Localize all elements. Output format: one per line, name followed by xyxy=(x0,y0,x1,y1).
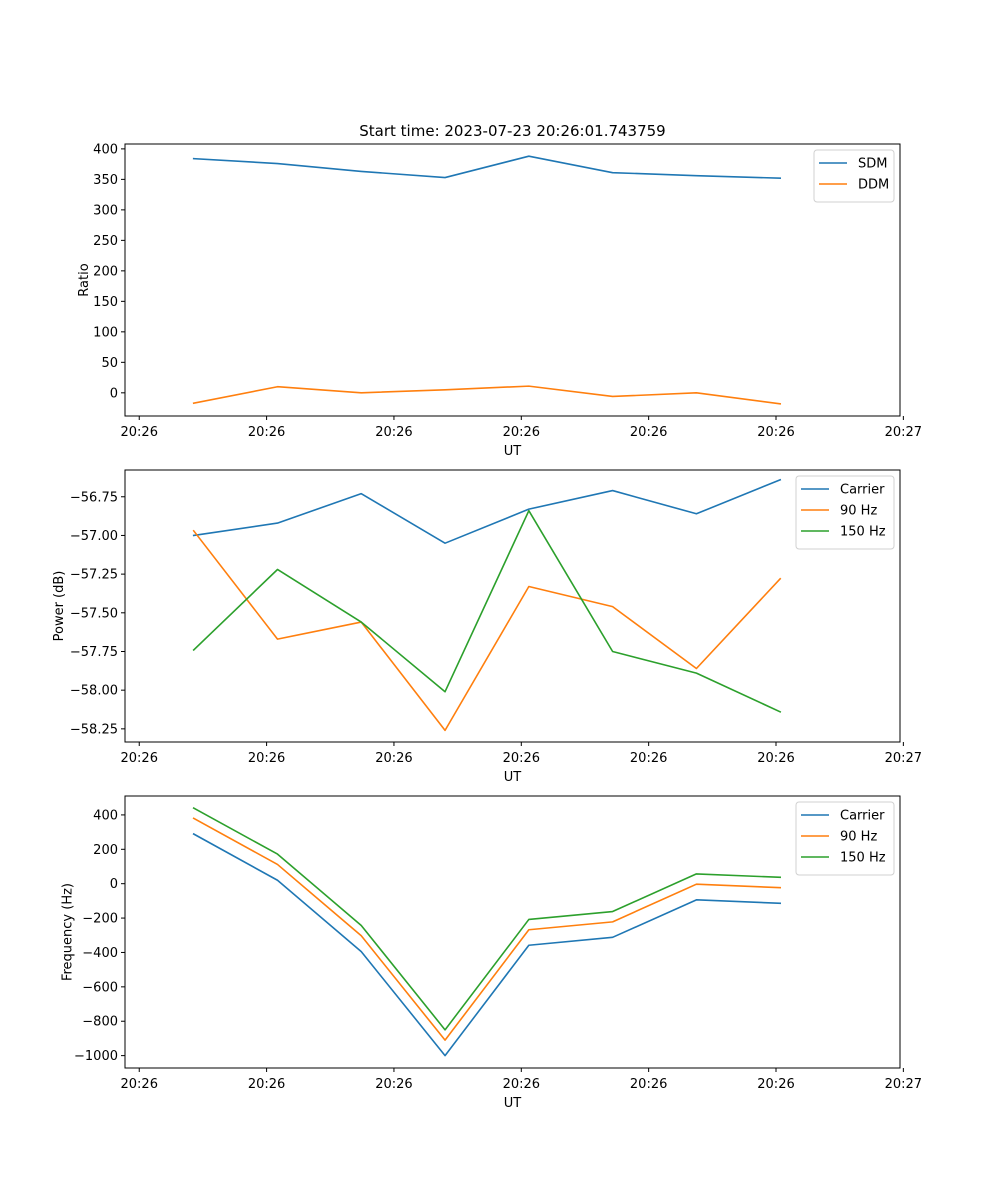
legend: SDM DDM xyxy=(813,149,895,203)
x-tick-label: 20:26 xyxy=(757,751,794,766)
x-tick-label: 20:26 xyxy=(121,425,158,440)
x-tick-label: 20:26 xyxy=(375,751,412,766)
y-tick-label: −600 xyxy=(82,980,118,995)
y-tick-label: −57.00 xyxy=(70,529,118,544)
y-axis-label: Frequency (Hz) xyxy=(61,883,76,981)
series-line-carrier xyxy=(192,478,782,544)
y-tick-label: 0 xyxy=(110,386,118,401)
y-tick-label: −400 xyxy=(82,946,118,961)
y-tick-label: −58.00 xyxy=(70,684,118,699)
series-line-carrier xyxy=(192,832,782,1057)
x-tick-label: 20:26 xyxy=(630,751,667,766)
y-tick-label: 400 xyxy=(93,808,118,823)
x-tick-label: 20:26 xyxy=(757,425,794,440)
y-tick-label: 100 xyxy=(93,325,118,340)
x-tick-label: 20:26 xyxy=(630,1077,667,1092)
axes-frame xyxy=(124,469,901,743)
legend-label-150-hz: 150 Hz xyxy=(840,525,886,540)
y-tick-label: 200 xyxy=(93,264,118,279)
x-tick-label: 20:26 xyxy=(503,751,540,766)
y-tick-label: 50 xyxy=(101,356,118,371)
x-tick-label: 20:26 xyxy=(375,425,412,440)
legend-label-carrier: Carrier xyxy=(840,809,885,824)
legend-label-carrier: Carrier xyxy=(840,483,885,498)
x-tick-label: 20:27 xyxy=(885,1077,922,1092)
legend-label-90-hz: 90 Hz xyxy=(840,830,877,845)
x-axis-label: UT xyxy=(504,1096,522,1111)
x-tick-label: 20:26 xyxy=(503,425,540,440)
x-axis-label: UT xyxy=(504,770,522,785)
series-line-150-hz xyxy=(192,509,782,713)
x-axis-label: UT xyxy=(504,444,522,459)
y-tick-label: −58.25 xyxy=(70,722,118,737)
ratio-panel: 20:26 20:26 20:26 20:26 20:26 20:26 20:27 0 50 10… xyxy=(77,142,922,459)
x-tick-label: 20:26 xyxy=(121,1077,158,1092)
series-line-150-hz xyxy=(192,806,782,1031)
y-tick-label: −57.25 xyxy=(70,568,118,583)
y-tick-label: −200 xyxy=(82,912,118,927)
series-line-ddm xyxy=(192,385,782,405)
x-tick-label: 20:26 xyxy=(375,1077,412,1092)
y-tick-label: 0 xyxy=(110,877,118,892)
series-line-90-hz xyxy=(192,817,782,1041)
y-tick-label: 300 xyxy=(93,203,118,218)
series-line-sdm xyxy=(192,155,782,179)
y-tick-label: −57.50 xyxy=(70,606,118,621)
y-tick-label: −57.75 xyxy=(70,645,118,660)
x-tick-label: 20:26 xyxy=(248,751,285,766)
x-tick-label: 20:27 xyxy=(885,751,922,766)
y-tick-label: −1000 xyxy=(74,1049,118,1064)
y-tick-label: 350 xyxy=(93,173,118,188)
series-line-90-hz xyxy=(192,529,782,732)
x-tick-label: 20:26 xyxy=(121,751,158,766)
figure-title: Start time: 2023-07-23 20:26:01.743759 xyxy=(359,122,665,140)
legend-label-sdm: SDM xyxy=(858,157,887,172)
x-tick-label: 20:27 xyxy=(885,425,922,440)
legend: Carrier 90 Hz 150 Hz xyxy=(795,475,895,550)
legend-label-150-hz: 150 Hz xyxy=(840,851,886,866)
y-tick-label: −800 xyxy=(82,1015,118,1030)
y-axis-label: Ratio xyxy=(77,263,92,296)
x-tick-label: 20:26 xyxy=(248,1077,285,1092)
legend: Carrier 90 Hz 150 Hz xyxy=(795,801,895,876)
legend-label-90-hz: 90 Hz xyxy=(840,504,877,519)
y-tick-label: 250 xyxy=(93,234,118,249)
power-panel: 20:26 20:26 20:26 20:26 20:26 20:26 20:27 −58.2… xyxy=(52,469,922,785)
x-tick-label: 20:26 xyxy=(503,1077,540,1092)
x-tick-label: 20:26 xyxy=(757,1077,794,1092)
axes-frame xyxy=(124,143,901,417)
y-tick-label: 150 xyxy=(93,295,118,310)
y-axis-label: Power (dB) xyxy=(52,571,67,642)
y-tick-label: 400 xyxy=(93,142,118,157)
axes-frame xyxy=(124,795,901,1069)
y-tick-label: −56.75 xyxy=(70,490,118,505)
x-tick-label: 20:26 xyxy=(630,425,667,440)
legend-label-ddm: DDM xyxy=(858,178,889,193)
x-tick-label: 20:26 xyxy=(248,425,285,440)
frequency-panel: 20:26 20:26 20:26 20:26 20:26 20:26 20:27 −1000… xyxy=(61,795,922,1111)
y-tick-label: 200 xyxy=(93,843,118,858)
